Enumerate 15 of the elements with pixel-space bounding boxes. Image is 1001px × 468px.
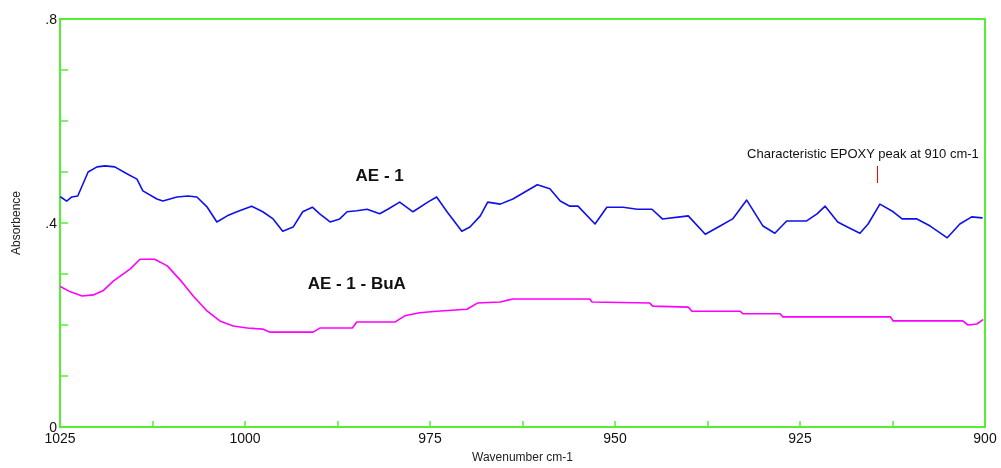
x-tick-label: 900 [973,430,997,446]
y-tick-label: .4 [45,215,58,231]
x-tick-label: 950 [603,430,627,446]
line-series [59,258,984,333]
x-tick-label: 975 [418,430,442,446]
x-axis-title: Wavenumber cm-1 [472,450,574,464]
y-axis-title: Absorbence [9,190,23,256]
series-label: AE - 1 [355,166,404,186]
annotation: Characteristic EPOXY peak at 910 cm-1 [747,146,979,161]
x-tick-label: 1000 [229,430,261,446]
x-tick-label: 925 [788,430,812,446]
y-tick-label: 0 [49,419,58,435]
series-label: AE - 1 - BuA [307,274,406,294]
y-tick-label: .8 [45,11,58,27]
line-series [59,165,983,239]
